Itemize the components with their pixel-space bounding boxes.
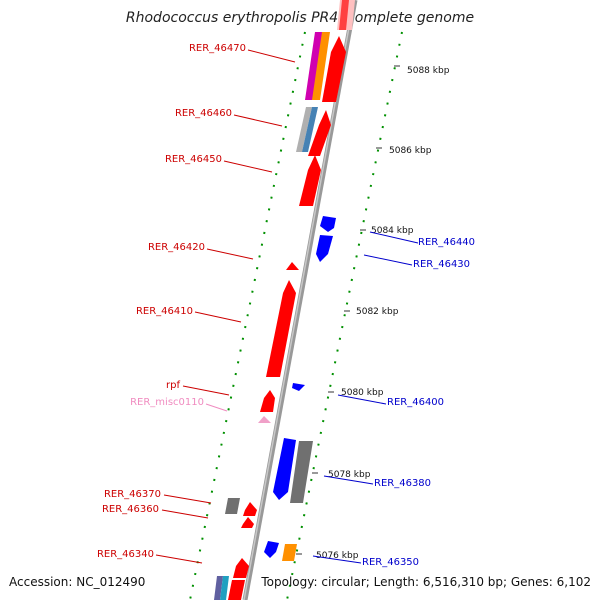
accession-text: Accession: NC_012490 — [9, 575, 145, 589]
label-leaders-right — [312, 231, 419, 564]
gene-label-rer-46360[interactable]: RER_46360 — [102, 504, 159, 515]
gene-feature — [320, 216, 336, 232]
scale-ticks — [296, 65, 400, 555]
tick-label: 5088 kbp — [407, 66, 450, 76]
gene-label-rer-46450[interactable]: RER_46450 — [165, 154, 222, 165]
gene-feature — [273, 438, 296, 500]
gene-label-rpf[interactable]: rpf — [166, 380, 180, 391]
tick-label: 5080 kbp — [341, 388, 384, 398]
tick-label: 5084 kbp — [371, 226, 414, 236]
gene-feature — [296, 107, 312, 152]
gene-feature — [264, 541, 279, 558]
gene-feature — [302, 107, 318, 152]
topology-text: Topology: circular; Length: 6,516,310 bp… — [260, 575, 591, 589]
gene-feature — [292, 383, 305, 391]
gene-label-rer-misc0110[interactable]: RER_misc0110 — [130, 397, 204, 408]
gene-feature — [282, 544, 297, 561]
map-title: Rhodococcus erythropolis PR4, complete g… — [126, 10, 474, 26]
genome-backbone — [242, 0, 358, 600]
gene-feature — [228, 580, 245, 600]
gene-features-reverse — [264, 216, 336, 561]
gene-feature — [322, 36, 346, 102]
gene-feature — [299, 155, 321, 206]
gene-label-rer-46400[interactable]: RER_46400 — [387, 397, 444, 408]
gene-label-rer-46340[interactable]: RER_46340 — [97, 549, 154, 560]
gene-feature — [316, 235, 333, 262]
gene-feature — [290, 441, 313, 503]
gene-label-rer-46440[interactable]: RER_46440 — [418, 237, 475, 248]
tick-label: 5076 kbp — [316, 551, 359, 561]
gene-feature — [312, 32, 330, 100]
gene-label-rer-46420[interactable]: RER_46420 — [148, 242, 205, 253]
gene-label-rer-46380[interactable]: RER_46380 — [374, 478, 431, 489]
labels-left: RER_46470 RER_46460 RER_46450 RER_46420 … — [97, 43, 246, 560]
gene-label-rer-46350[interactable]: RER_46350 — [362, 557, 419, 568]
gene-feature — [220, 576, 229, 600]
tick-label: 5078 kbp — [328, 470, 371, 480]
tick-label: 5086 kbp — [389, 146, 432, 156]
gene-feature — [266, 280, 296, 377]
gene-features — [214, 0, 355, 600]
gene-feature — [308, 110, 331, 156]
gc-track-left — [189, 31, 306, 600]
gene-feature — [339, 0, 349, 30]
gene-feature — [305, 32, 323, 100]
label-leaders-left — [155, 49, 296, 564]
scale-tick-labels: 5088 kbp 5086 kbp 5084 kbp 5082 kbp 5080… — [316, 66, 450, 561]
gene-label-rer-46460[interactable]: RER_46460 — [175, 108, 232, 119]
gene-feature — [258, 416, 271, 423]
gene-feature — [233, 558, 249, 578]
gene-feature — [260, 390, 275, 412]
gene-feature — [225, 498, 240, 514]
gene-label-rer-46410[interactable]: RER_46410 — [136, 306, 193, 317]
gene-feature — [286, 262, 299, 270]
gc-track-right — [286, 31, 403, 600]
tick-label: 5082 kbp — [356, 307, 399, 317]
gene-label-rer-46430[interactable]: RER_46430 — [413, 259, 470, 270]
gene-label-rer-46470[interactable]: RER_46470 — [189, 43, 246, 54]
labels-right: RER_46440 RER_46430 RER_46400 RER_46380 … — [362, 237, 475, 568]
gene-feature — [241, 517, 254, 528]
gene-label-rer-46370[interactable]: RER_46370 — [104, 489, 161, 500]
gene-feature — [243, 502, 257, 516]
